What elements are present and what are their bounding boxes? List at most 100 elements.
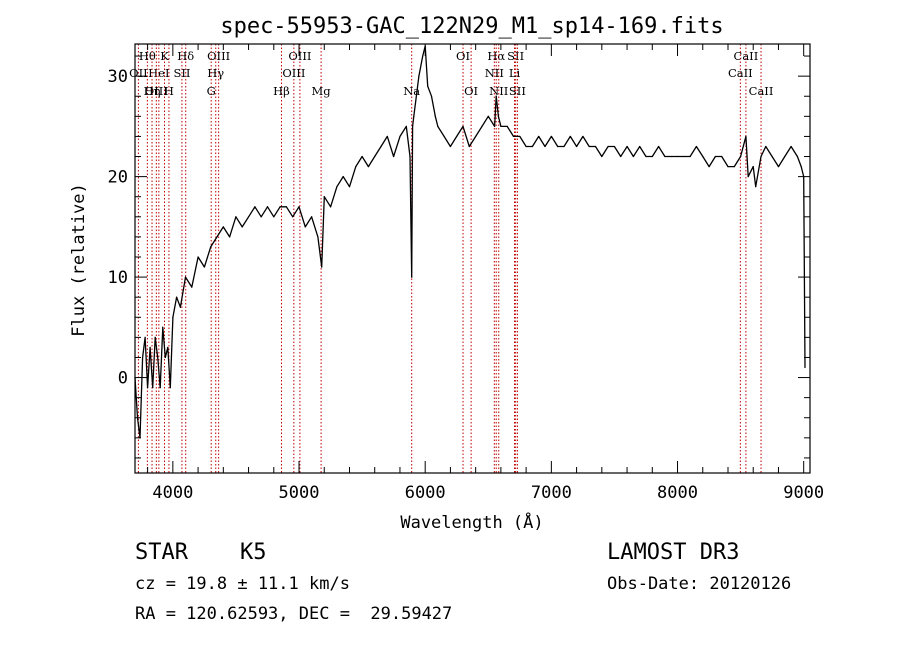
spectral-line-label: Li [509, 66, 521, 80]
data-point [620, 155, 622, 158]
data-point [203, 266, 205, 268]
data-point [367, 165, 370, 168]
data-point [506, 125, 508, 127]
data-point [147, 387, 149, 389]
data-point [176, 296, 178, 298]
y-tick-label: 20 [108, 168, 128, 188]
data-point [632, 155, 634, 158]
spectral-line-label: OIII [288, 49, 311, 63]
data-point [462, 125, 464, 127]
data-point [487, 115, 489, 117]
data-point [796, 155, 798, 158]
data-point [172, 316, 174, 318]
data-point [144, 336, 146, 338]
data-point [495, 95, 497, 97]
data-point [266, 206, 269, 208]
data-point [216, 236, 218, 238]
data-point [525, 145, 527, 148]
data-point [745, 135, 747, 138]
x-tick-label: 9000 [783, 483, 824, 503]
data-point [601, 155, 603, 158]
data-point [152, 387, 154, 389]
data-point [689, 155, 691, 158]
data-point [740, 155, 742, 158]
spectral-line-label: SII [173, 66, 190, 80]
data-point [427, 85, 429, 87]
data-point [575, 145, 578, 148]
spectral-line-label: OI [464, 84, 478, 98]
data-point [380, 145, 382, 148]
data-point [443, 135, 445, 138]
data-point [755, 186, 757, 188]
data-point [804, 366, 806, 369]
data-point [162, 326, 164, 328]
data-point [607, 145, 609, 148]
data-point [273, 216, 275, 218]
data-point [481, 125, 483, 127]
data-point [531, 145, 534, 148]
spectral-line-label: Mg [312, 84, 332, 98]
data-point [563, 145, 565, 148]
data-point [695, 145, 698, 148]
data-point [292, 216, 294, 218]
object-class: STAR [135, 540, 188, 565]
data-point [321, 266, 323, 268]
data-point [519, 135, 521, 138]
x-tick-label: 5000 [279, 483, 320, 503]
redshift-text: cz = 19.8 ± 11.1 km/s [135, 574, 350, 594]
data-point [538, 135, 540, 138]
data-point [639, 145, 641, 148]
spectral-line-label: CaII [749, 84, 774, 98]
data-point [222, 226, 224, 228]
data-point [714, 155, 716, 158]
data-point [449, 145, 452, 148]
data-point [784, 155, 786, 158]
data-point [771, 155, 773, 158]
data-point [167, 346, 169, 349]
data-point [760, 155, 762, 158]
data-point [613, 145, 616, 148]
spectral-line-label: OIII [145, 84, 168, 98]
data-point [154, 336, 156, 338]
data-point [241, 226, 243, 228]
data-point [298, 206, 300, 208]
data-point [626, 145, 628, 148]
data-point [260, 216, 262, 218]
series-layer [134, 45, 806, 439]
spectral-line-label: NII [489, 84, 508, 98]
data-point [651, 155, 653, 158]
survey-name: LAMOST DR3 [607, 540, 740, 565]
data-point [683, 155, 685, 158]
data-point [210, 246, 212, 248]
data-point [557, 145, 559, 148]
axes-layer: 4000 5000 6000 7000 8000 9000 0 10 20 30 [108, 43, 824, 503]
data-point [164, 356, 166, 359]
data-point [765, 145, 767, 148]
data-point [456, 135, 458, 138]
spectral-line-label: K [160, 49, 169, 63]
y-tick-label: 10 [108, 268, 128, 288]
data-point [747, 176, 749, 178]
data-point [159, 387, 161, 389]
data-point [393, 155, 395, 158]
data-point [311, 216, 313, 218]
y-tick-label: 0 [118, 369, 128, 389]
data-point [676, 155, 679, 158]
spectral-line-label: Hη [144, 84, 161, 98]
data-point [149, 346, 151, 349]
data-point [355, 165, 357, 168]
data-point [179, 306, 182, 308]
obs-date: Obs-Date: 20120126 [607, 574, 792, 594]
data-point [247, 216, 250, 218]
spectral-line-label: NII [485, 66, 504, 80]
data-point [418, 75, 420, 77]
data-point [197, 256, 199, 258]
data-point [582, 135, 584, 138]
data-point [657, 145, 660, 148]
x-tick-label: 8000 [657, 483, 698, 503]
data-point [235, 216, 237, 218]
x-tick-label: 6000 [405, 483, 446, 503]
y-axis-label: Flux (relative) [69, 183, 89, 337]
data-point [348, 186, 351, 188]
